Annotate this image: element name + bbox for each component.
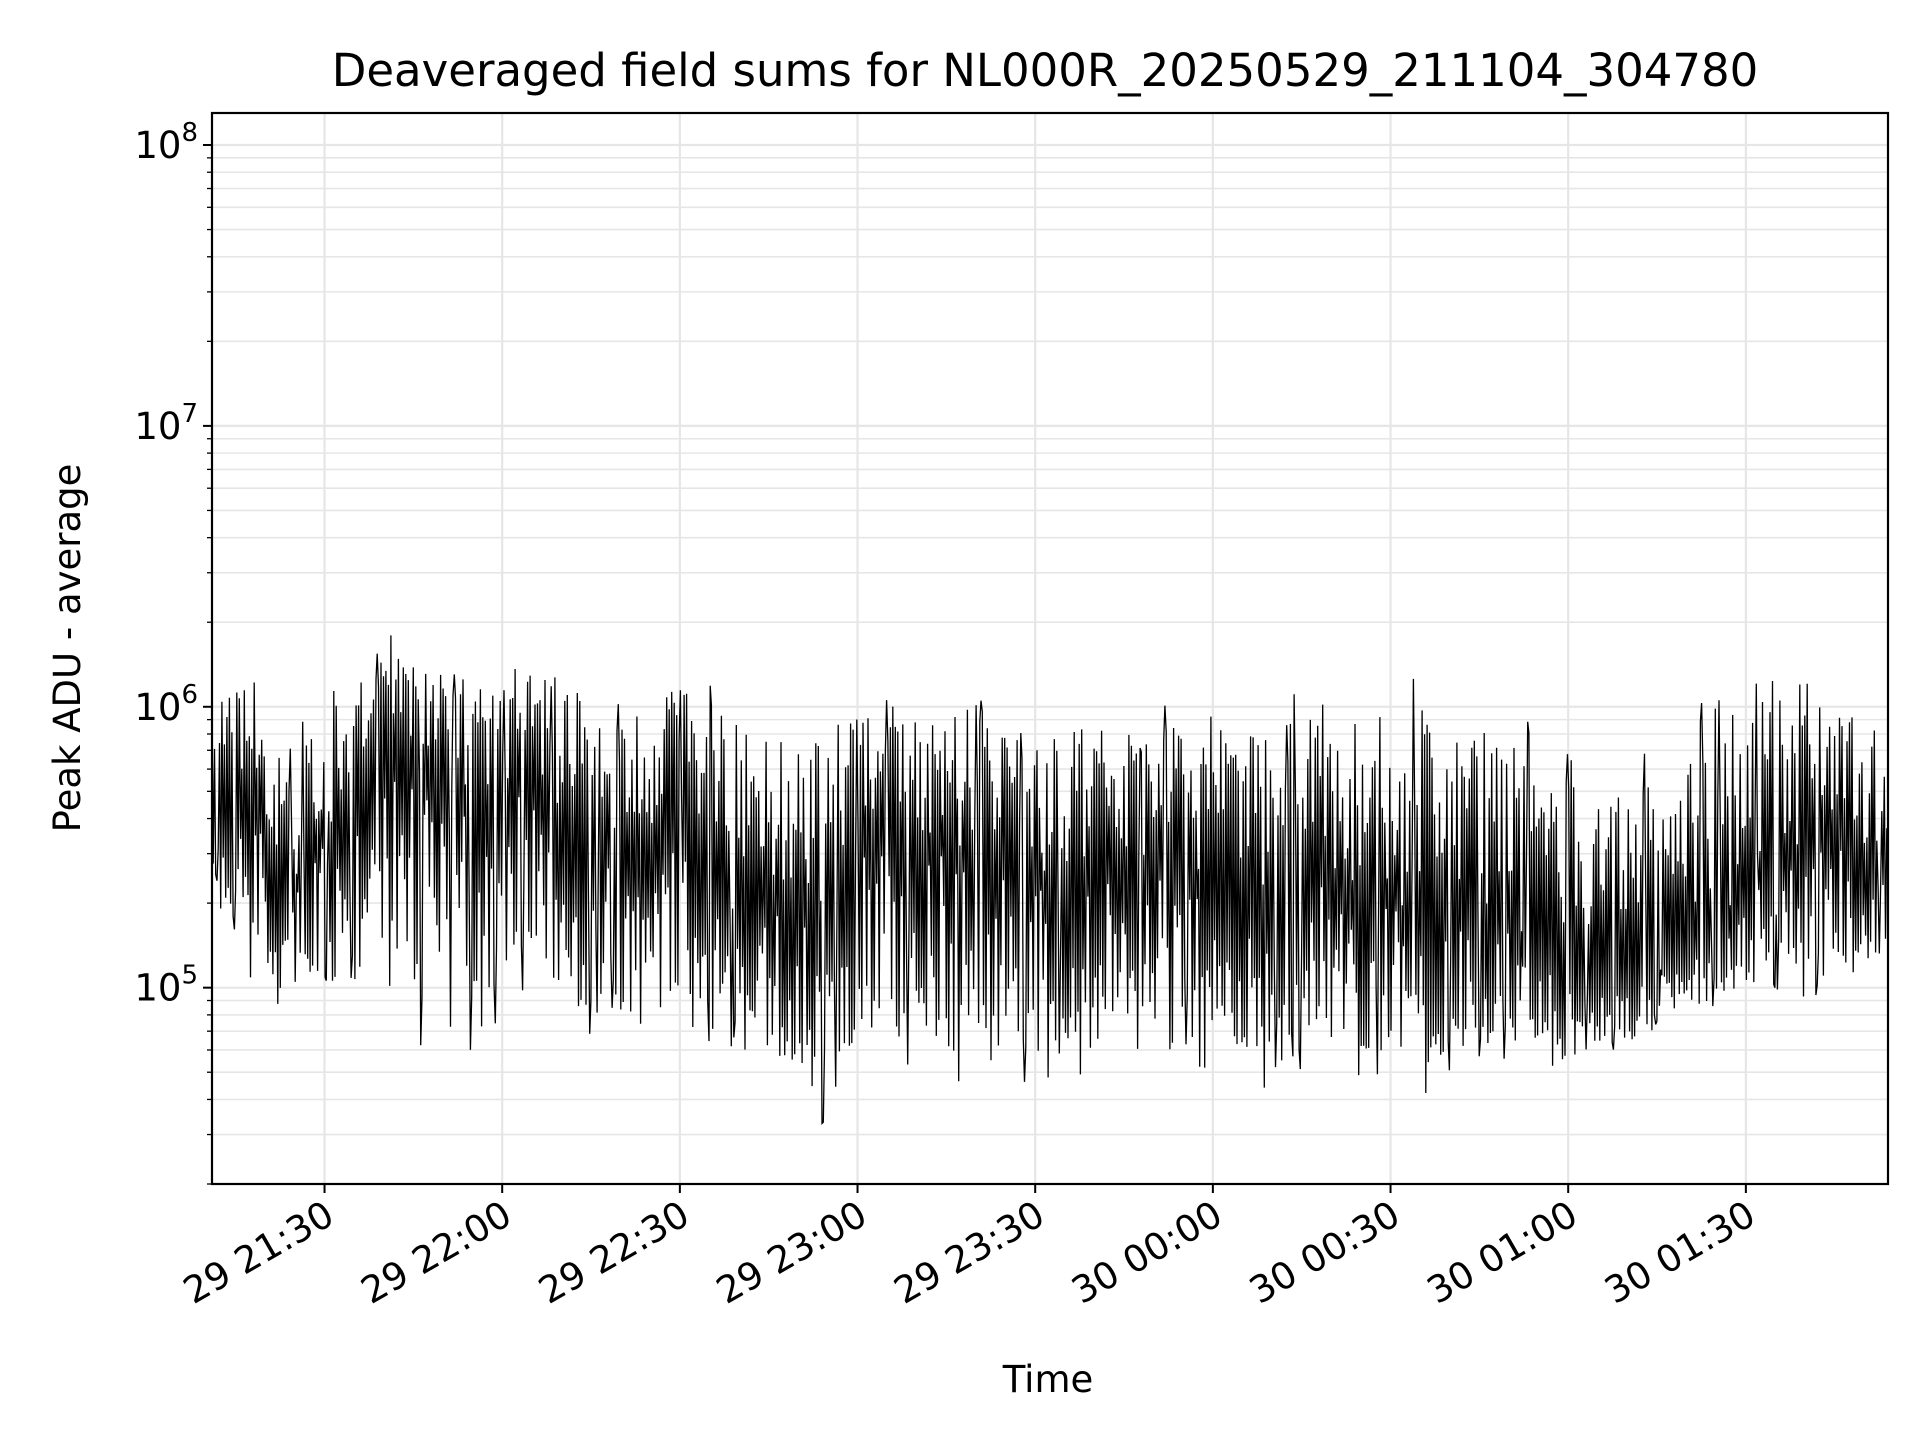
x-tick-label: 30 00:00 <box>1065 1193 1230 1313</box>
y-axis: 105 106 107 108 <box>134 118 212 1185</box>
x-tick-label: 30 01:30 <box>1598 1193 1763 1313</box>
x-tick-label: 30 01:00 <box>1420 1193 1585 1313</box>
y-tick-label: 107 <box>134 399 198 448</box>
x-axis-label: Time <box>1002 1358 1094 1401</box>
x-tick-label: 29 23:00 <box>709 1193 874 1313</box>
series-line <box>211 635 1889 1126</box>
chart-title: Deaveraged field sums for NL000R_2025052… <box>332 44 1759 97</box>
y-tick-label: 105 <box>134 961 198 1010</box>
y-tick-label: 108 <box>134 118 198 167</box>
x-tick-label: 29 23:30 <box>887 1193 1052 1313</box>
x-tick-label: 29 22:30 <box>532 1193 697 1313</box>
plot-frame <box>210 111 1890 1186</box>
x-axis: 29 21:30 29 22:00 29 22:30 29 23:00 29 23:30… <box>176 1184 1762 1313</box>
x-tick-label: 30 00:30 <box>1242 1193 1407 1313</box>
series-group <box>211 635 1889 1126</box>
grid <box>212 113 1888 1185</box>
x-tick-label: 29 22:00 <box>354 1193 519 1313</box>
y-axis-label: Peak ADU - average <box>46 464 89 833</box>
y-tick-label: 106 <box>134 680 198 729</box>
x-tick-label: 29 21:30 <box>176 1193 341 1313</box>
